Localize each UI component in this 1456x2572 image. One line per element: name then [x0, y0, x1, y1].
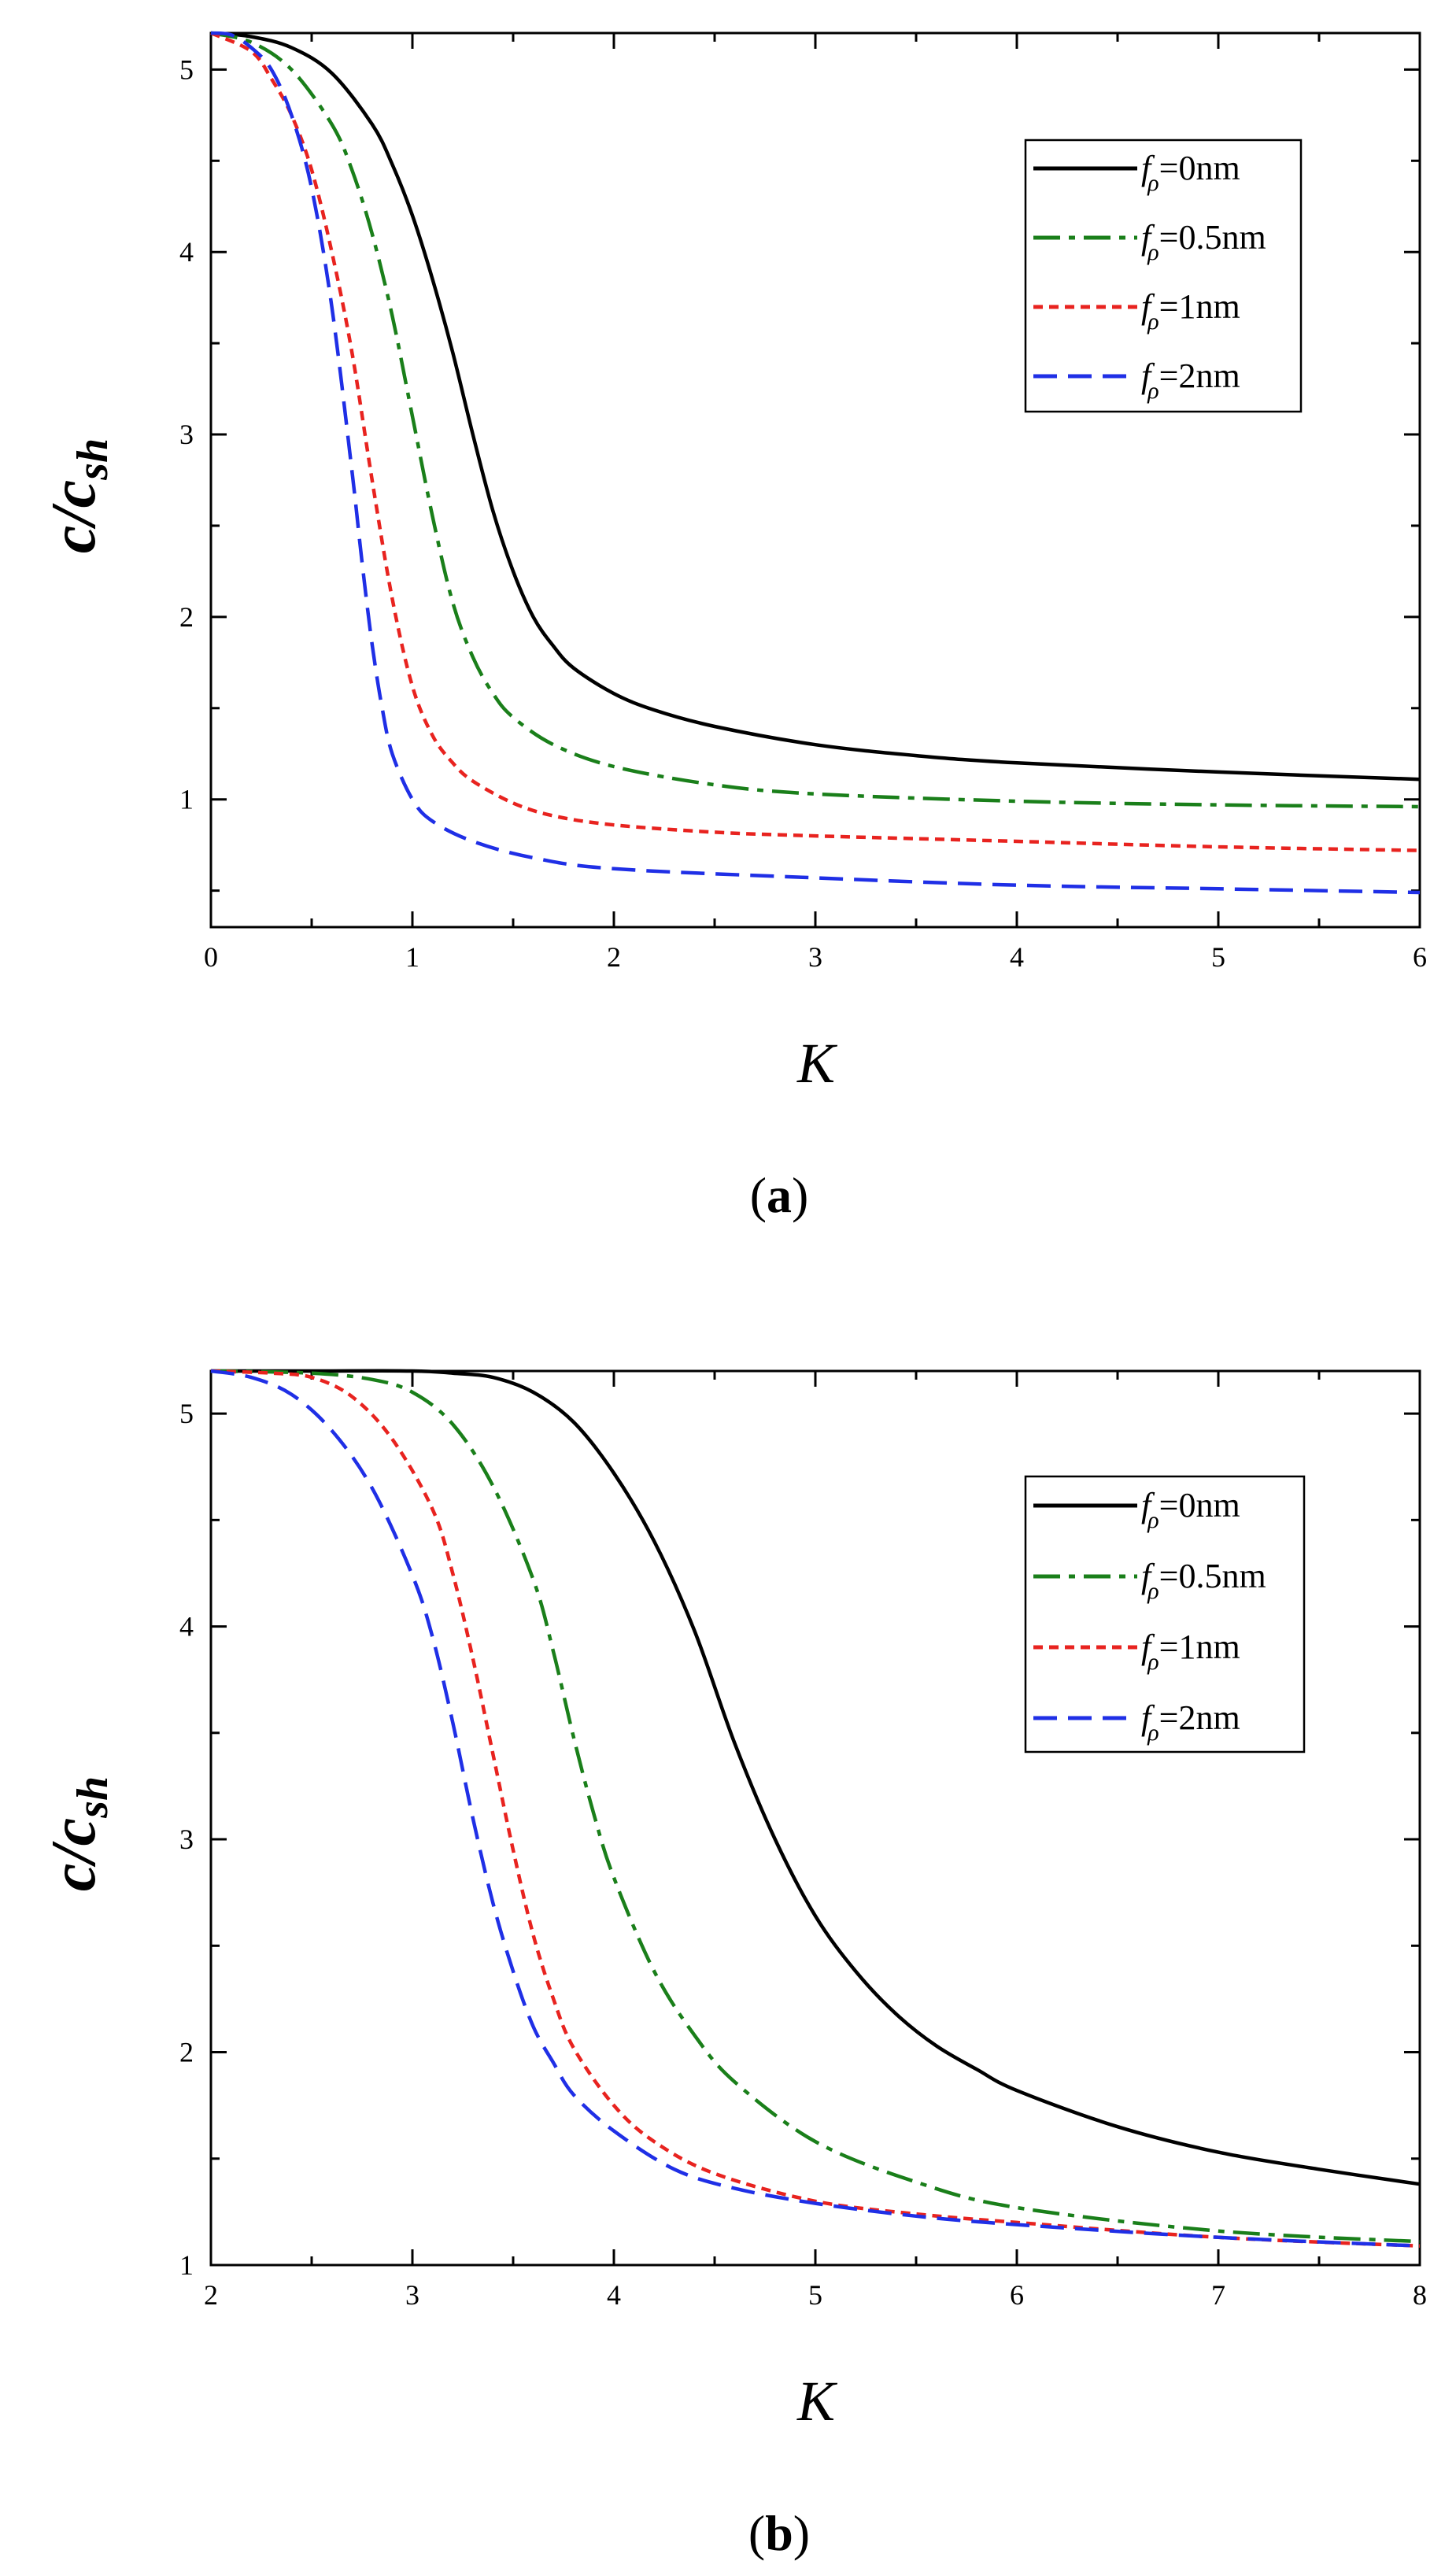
legend-entry-f0-b: fρ=0nm [1141, 1486, 1240, 1533]
series-line-f2-a [210, 31, 1421, 895]
x-tick-label: 0 [204, 941, 218, 973]
legend-f-subscript: ρ [1147, 170, 1159, 196]
y-axis-label-a: c/csh [39, 438, 117, 553]
legend-f-value: =0nm [1159, 149, 1240, 187]
legend-entry-f1-a: fρ=1nm [1141, 287, 1240, 334]
legend-entry-f2-b: fρ=2nm [1141, 1698, 1240, 1746]
legend-b: fρ=0nm fρ=0.5nm fρ=1nm fρ=2nm [1024, 1475, 1306, 1753]
y-tick-label: 2 [179, 2037, 194, 2068]
x-tick-label: 7 [1211, 2279, 1225, 2311]
y-tick-label: 4 [179, 236, 194, 268]
panel-a: 0 1 2 3 4 5 6 1 2 3 4 5 fρ=0nm fρ=0.5nm fρ=1nm fρ=2… [39, 31, 1427, 1223]
legend-f-subscript: ρ [1147, 1578, 1159, 1604]
series-line-f0-a [210, 31, 1421, 782]
legend-f-value: =0.5nm [1159, 1557, 1266, 1595]
panel-caption-letter-a: a [767, 1167, 792, 1223]
legend-f-subscript: ρ [1147, 1507, 1159, 1533]
series-group-a [210, 31, 1421, 895]
y-tick-label: 5 [179, 1398, 194, 1429]
x-tick-label: 3 [405, 2279, 419, 2311]
series-group-b [210, 1369, 1421, 2248]
x-tick-label: 1 [405, 941, 419, 973]
x-tick-label: 5 [808, 2279, 822, 2311]
legend-f-subscript: ρ [1147, 1720, 1159, 1746]
legend-box-a [1024, 139, 1303, 413]
y-axis-label-sub: sh [68, 438, 117, 481]
legend-f-value: =0nm [1159, 1486, 1240, 1524]
y-axis-label-main: c/c [39, 480, 109, 553]
legend-f-value: =2nm [1159, 1698, 1240, 1737]
x-tick-label: 6 [1413, 941, 1427, 973]
y-axis-label-b: c/csh [39, 1776, 117, 1891]
x-tick-label: 2 [204, 2279, 218, 2311]
y-tick-label: 1 [179, 784, 194, 815]
legend-entry-f1-b: fρ=1nm [1141, 1628, 1240, 1675]
legend-f-subscript: ρ [1147, 239, 1159, 265]
y-tick-label: 3 [179, 419, 194, 450]
y-tick-label: 3 [179, 1824, 194, 1855]
y-tick-label: 2 [179, 601, 194, 633]
x-tick-label: 6 [1010, 2279, 1024, 2311]
x-axis-label-b: K [796, 2370, 838, 2433]
x-tick-label: 4 [607, 2279, 621, 2311]
y-tick-label: 1 [179, 2249, 194, 2281]
legend-f-value: =1nm [1159, 287, 1240, 326]
series-line-f1-b [210, 1369, 1421, 2248]
legend-box-b [1024, 1475, 1306, 1753]
series-line-f05-b [210, 1369, 1421, 2244]
x-tick-label: 4 [1010, 941, 1024, 973]
x-axis-label-a: K [796, 1032, 838, 1095]
x-tick-label: 8 [1413, 2279, 1427, 2311]
axis-ticks-a: 0 1 2 3 4 5 6 1 2 3 4 5 [179, 33, 1427, 973]
y-axis-label-main: c/c [39, 1818, 109, 1891]
legend-f-subscript: ρ [1147, 1649, 1159, 1675]
legend-f-value: =2nm [1159, 357, 1240, 395]
series-line-f0-b [210, 1369, 1421, 2186]
x-tick-label: 3 [808, 941, 822, 973]
legend-f-value: =0.5nm [1159, 218, 1266, 257]
y-axis-label-sub: sh [68, 1776, 117, 1819]
panel-caption-b: (b) [748, 2505, 810, 2561]
series-line-f05-a [210, 31, 1421, 809]
x-tick-label: 5 [1211, 941, 1225, 973]
panel-caption-letter-b: b [765, 2505, 793, 2561]
legend-f-subscript: ρ [1147, 378, 1159, 404]
legend-f-subscript: ρ [1147, 309, 1159, 334]
y-tick-label: 4 [179, 1611, 194, 1643]
legend-f-value: =1nm [1159, 1628, 1240, 1666]
x-tick-label: 2 [607, 941, 621, 973]
panel-caption-a: (a) [750, 1167, 809, 1223]
series-line-f2-b [210, 1369, 1421, 2248]
legend-entry-f2-a: fρ=2nm [1141, 357, 1240, 404]
y-tick-label: 5 [179, 54, 194, 85]
series-line-f1-a [210, 31, 1421, 852]
legend-a: fρ=0nm fρ=0.5nm fρ=1nm fρ=2nm [1024, 139, 1303, 413]
